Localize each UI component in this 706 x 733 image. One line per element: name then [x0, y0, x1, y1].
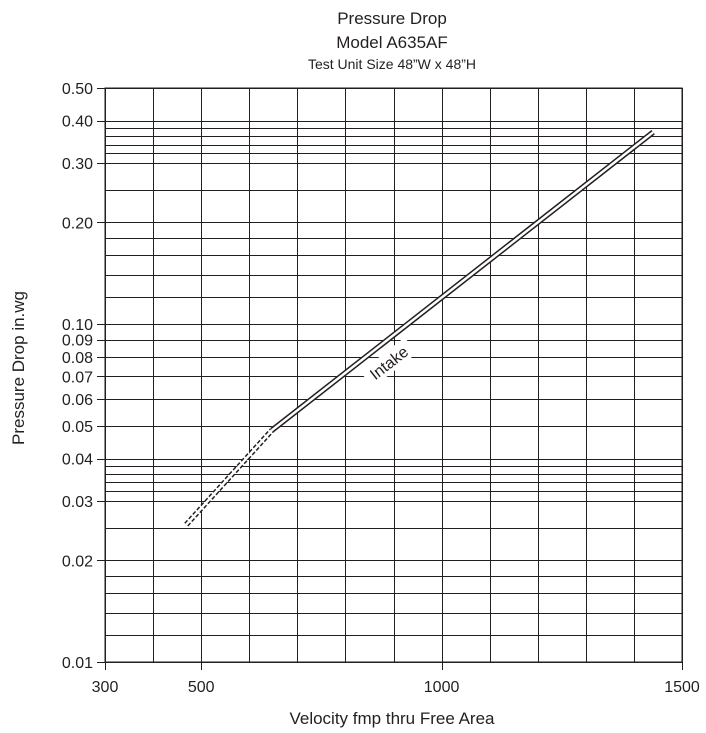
y-tick-label: 0.02	[62, 553, 93, 570]
chart-subtitle-2: Test Unit Size 48”W x 48”H	[308, 56, 476, 72]
x-tick-label: 1000	[424, 679, 460, 696]
x-tick-label: 500	[188, 679, 215, 696]
y-tick-label: 0.04	[62, 452, 93, 469]
x-tick-label: 1500	[664, 679, 700, 696]
y-tick-label: 0.30	[62, 156, 93, 173]
y-tick-label: 0.06	[62, 392, 93, 409]
y-tick-label: 0.01	[62, 655, 93, 672]
x-tick-label: 300	[92, 679, 119, 696]
y-tick-label: 0.50	[62, 81, 93, 98]
y-tick-label: 0.10	[62, 317, 93, 334]
y-tick-labels: 0.50 0.40 0.30 0.20 0.100.090.08 0.07 0.06 0.05…	[62, 81, 105, 672]
y-tick-label: 0.09	[62, 333, 93, 350]
y-tick-label: 0.08	[62, 350, 93, 367]
x-tick-labels: 300 500 1000 1500	[92, 662, 700, 696]
chart-subtitle: Model A635AF	[336, 33, 448, 52]
x-axis-label: Velocity fmp thru Free Area	[289, 709, 495, 728]
y-tick-label: 0.03	[62, 494, 93, 511]
y-tick-label: 0.20	[62, 215, 93, 232]
y-tick-label: 0.40	[62, 114, 93, 131]
plot-frame	[104, 87, 683, 663]
series-line-intake-solid-inner	[271, 131, 654, 432]
y-tick-label: 0.07	[62, 369, 93, 386]
y-tick-label: 0.05	[62, 419, 93, 436]
series-label-background	[360, 337, 417, 388]
y-axis-label: Pressure Drop in.wg	[9, 291, 28, 445]
series-layer: Intake	[184, 130, 655, 527]
chart-title: Pressure Drop	[337, 9, 447, 28]
series-line-intake-dashed-inner	[185, 429, 273, 526]
